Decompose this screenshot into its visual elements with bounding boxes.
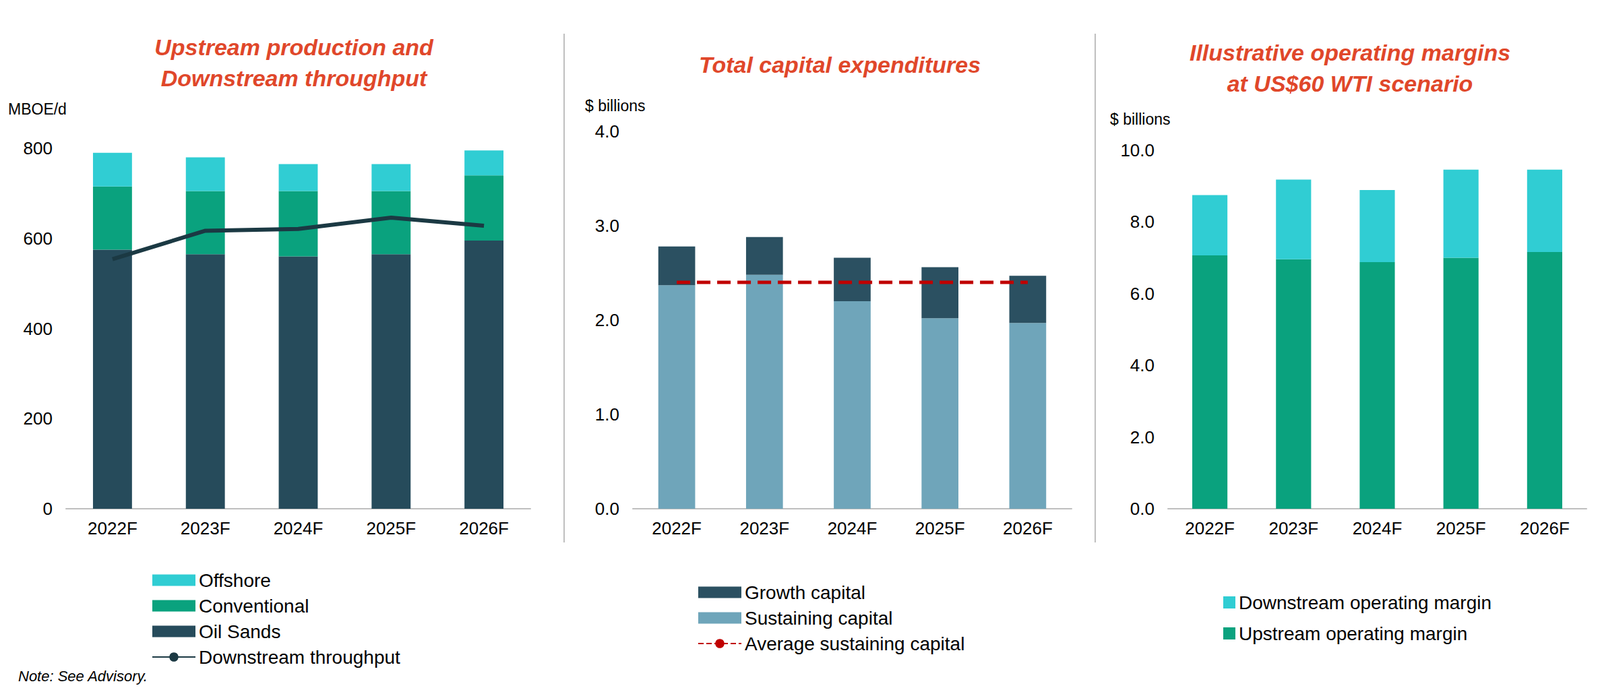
svg-text:2022F: 2022F: [87, 518, 138, 539]
svg-text:Growth capital: Growth capital: [744, 582, 866, 604]
svg-text:2022F: 2022F: [1184, 518, 1235, 539]
svg-text:1.0: 1.0: [595, 404, 620, 425]
svg-text:600: 600: [23, 228, 53, 249]
svg-text:2022F: 2022F: [651, 518, 702, 539]
svg-text:2025F: 2025F: [915, 518, 966, 539]
svg-text:MBOE/d: MBOE/d: [8, 100, 67, 118]
svg-text:2023F: 2023F: [180, 518, 231, 539]
svg-text:Note: See Advisory.: Note: See Advisory.: [18, 667, 148, 685]
svg-text:4.0: 4.0: [1130, 355, 1155, 376]
svg-text:4.0: 4.0: [595, 121, 620, 142]
svg-text:Upstream production and: Upstream production and: [154, 34, 435, 60]
svg-text:10.0: 10.0: [1120, 140, 1155, 161]
svg-text:800: 800: [23, 138, 53, 159]
svg-text:2026F: 2026F: [458, 518, 509, 539]
svg-text:2025F: 2025F: [365, 518, 416, 539]
svg-text:Oil Sands: Oil Sands: [198, 621, 281, 643]
svg-text:8.0: 8.0: [1130, 211, 1155, 232]
svg-text:0: 0: [43, 498, 53, 519]
svg-text:2023F: 2023F: [739, 518, 790, 539]
svg-text:3.0: 3.0: [595, 215, 620, 236]
svg-text:Illustrative operating margins: Illustrative operating margins: [1189, 39, 1511, 66]
svg-text:Conventional: Conventional: [198, 595, 309, 617]
svg-text:Downstream operating margin: Downstream operating margin: [1238, 592, 1492, 614]
svg-text:Upstream operating margin: Upstream operating margin: [1238, 623, 1468, 645]
svg-text:2024F: 2024F: [1352, 518, 1403, 539]
svg-text:2026F: 2026F: [1002, 518, 1053, 539]
svg-text:Downstream throughput: Downstream throughput: [161, 65, 428, 91]
svg-text:0.0: 0.0: [595, 498, 620, 519]
svg-text:2.0: 2.0: [1130, 427, 1155, 448]
svg-text:2024F: 2024F: [827, 518, 878, 539]
svg-text:400: 400: [23, 318, 53, 340]
svg-text:Offshore: Offshore: [198, 570, 271, 592]
svg-text:0.0: 0.0: [1130, 498, 1155, 519]
svg-text:2023F: 2023F: [1268, 518, 1319, 539]
svg-text:2025F: 2025F: [1436, 518, 1487, 539]
svg-text:Sustaining capital: Sustaining capital: [744, 607, 893, 629]
svg-text:Average sustaining capital: Average sustaining capital: [744, 633, 965, 655]
svg-text:2026F: 2026F: [1519, 518, 1570, 539]
svg-text:6.0: 6.0: [1130, 283, 1155, 304]
svg-text:$ billions: $ billions: [1110, 110, 1171, 129]
svg-text:200: 200: [23, 408, 53, 429]
svg-text:2.0: 2.0: [595, 310, 620, 331]
svg-text:2024F: 2024F: [273, 518, 324, 539]
svg-text:$ billions: $ billions: [585, 97, 646, 115]
svg-text:Downstream throughput: Downstream throughput: [198, 647, 401, 668]
svg-text:Total capital expenditures: Total capital expenditures: [698, 51, 981, 78]
svg-text:at US$60 WTI scenario: at US$60 WTI scenario: [1227, 70, 1474, 97]
